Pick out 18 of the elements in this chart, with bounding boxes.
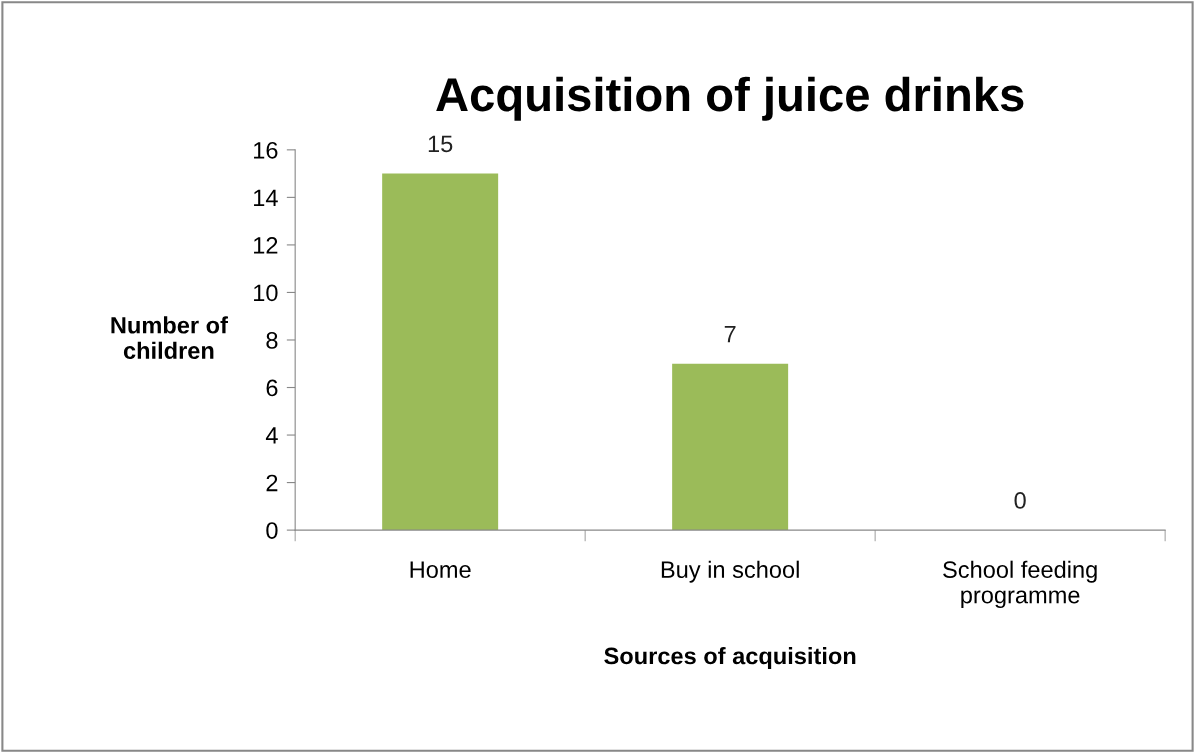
chart-title: Acquisition of juice drinks bbox=[436, 76, 1024, 121]
x-tick-label: Buy in school bbox=[661, 560, 799, 583]
data-label: 0 bbox=[1014, 492, 1026, 509]
data-label: 7 bbox=[724, 325, 736, 343]
y-tick-label: 0 bbox=[266, 522, 278, 539]
y-tick-label: 16 bbox=[254, 141, 278, 159]
y-tick-label: 12 bbox=[254, 236, 278, 254]
y-tick-label: 2 bbox=[266, 474, 278, 492]
x-tick-label: School feeding programme bbox=[943, 560, 1097, 609]
y-tick-label: 10 bbox=[254, 284, 278, 302]
y-axis-title: Number of children bbox=[111, 316, 228, 360]
x-tick-label: Home bbox=[410, 561, 471, 579]
y-tick-label: 8 bbox=[266, 332, 278, 349]
y-tick-label: 4 bbox=[265, 427, 278, 444]
y-tick-label: 14 bbox=[254, 189, 278, 206]
data-label: 15 bbox=[428, 135, 453, 153]
y-tick-label: 6 bbox=[266, 379, 278, 397]
x-axis-title: Sources of acquisition bbox=[604, 647, 856, 670]
